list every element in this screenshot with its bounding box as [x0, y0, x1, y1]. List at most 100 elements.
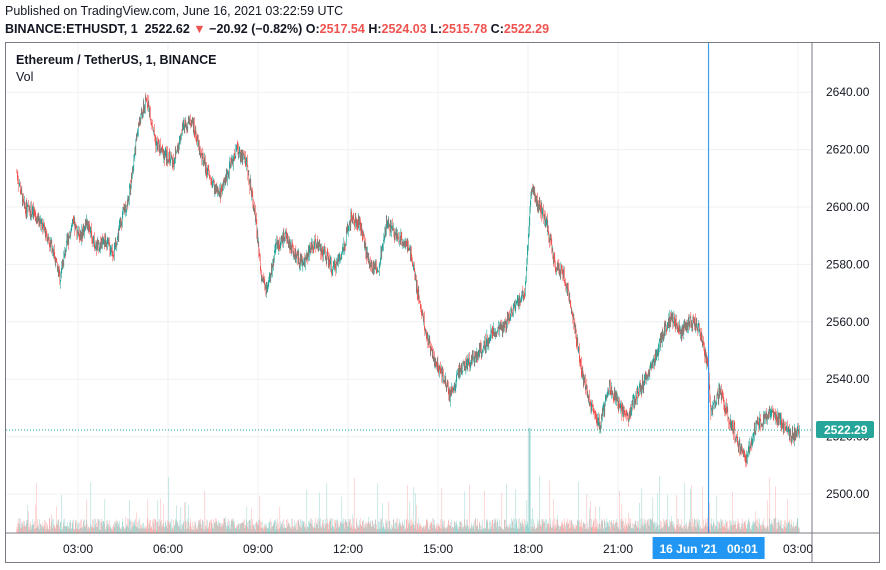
volume-bar	[377, 483, 379, 533]
candle-body	[465, 362, 466, 371]
volume-bar	[158, 520, 160, 533]
volume-bar	[453, 527, 454, 533]
candle-body	[586, 384, 587, 389]
volume-bar	[383, 522, 385, 533]
candle-body	[366, 248, 368, 258]
candle-body	[463, 362, 465, 365]
candle-body	[427, 334, 429, 342]
volume-bar	[364, 524, 365, 533]
candle-body	[436, 364, 438, 369]
volume-bar	[664, 520, 665, 533]
volume-bar	[574, 526, 576, 533]
volume-bar	[408, 520, 409, 533]
candle-body	[170, 157, 172, 161]
volume-bar	[275, 519, 277, 533]
candle-body	[81, 228, 83, 240]
volume-bar	[151, 526, 152, 533]
candle-body	[444, 381, 446, 383]
candle-body	[578, 350, 579, 352]
volume-bar	[667, 494, 668, 533]
volume-bar	[759, 524, 761, 533]
volume-bar	[508, 526, 510, 533]
candle-body	[144, 106, 146, 108]
volume-bar	[333, 525, 335, 533]
candle-body	[354, 224, 356, 227]
volume-bar	[265, 523, 266, 533]
candle-body	[171, 157, 173, 159]
candle-body	[339, 257, 340, 261]
volume-bar	[281, 523, 283, 533]
candle-body	[577, 340, 578, 345]
candle-body	[115, 243, 116, 248]
volume-bar	[50, 525, 52, 533]
candle-body	[308, 249, 309, 261]
volume-bar	[382, 528, 384, 533]
volume-bar	[548, 523, 549, 533]
candle-body	[696, 323, 697, 326]
candle-body	[205, 162, 207, 171]
candle-body	[618, 403, 619, 409]
volume-bar	[493, 529, 495, 533]
volume-bar	[91, 527, 93, 533]
candle-body	[486, 335, 488, 344]
candle-body	[654, 363, 656, 366]
candle-body	[691, 325, 692, 327]
volume-bar	[104, 498, 106, 533]
volume-bar	[623, 528, 625, 533]
candle-body	[155, 139, 157, 148]
candle-body	[391, 224, 393, 227]
volume-bar	[531, 526, 532, 533]
volume-bar	[84, 518, 86, 533]
volume-bar	[368, 521, 370, 533]
candle-body	[597, 418, 599, 423]
candle-body	[729, 422, 730, 424]
volume-bar	[463, 526, 465, 533]
volume-bar	[52, 518, 53, 533]
volume-bar	[644, 524, 646, 533]
candle-body	[27, 205, 29, 207]
candle-body	[652, 363, 654, 367]
candle-body	[363, 234, 365, 237]
chart-legend-volume: Vol	[16, 70, 34, 84]
candle-body	[624, 412, 626, 414]
volume-bar	[497, 518, 498, 533]
volume-bar	[723, 527, 724, 533]
volume-bar	[320, 518, 321, 533]
volume-bar	[488, 529, 490, 533]
volume-bar	[205, 524, 206, 533]
candle-body	[211, 180, 213, 186]
volume-bar	[499, 519, 500, 533]
volume-bar	[285, 527, 287, 533]
candle-body	[447, 384, 449, 387]
volume-bar	[730, 520, 731, 533]
volume-bar	[77, 528, 79, 533]
volume-bar	[56, 524, 58, 533]
volume-bar	[422, 527, 423, 533]
volume-bar	[390, 527, 391, 533]
candle-body	[312, 247, 313, 249]
candle-body	[723, 398, 725, 406]
volume-bar	[403, 524, 405, 533]
candle-body	[637, 389, 638, 400]
candle-body	[184, 125, 186, 128]
candle-body	[638, 388, 639, 394]
volume-bar	[673, 522, 674, 533]
candle-body	[794, 429, 795, 441]
candle-body	[672, 316, 673, 319]
candle-body	[462, 362, 464, 372]
candle-body	[40, 220, 42, 226]
volume-bar	[614, 523, 615, 533]
volume-bar	[633, 529, 635, 533]
candle-body	[21, 189, 23, 194]
candle-body	[332, 269, 333, 272]
volume-bar	[665, 520, 667, 533]
volume-bar	[578, 521, 580, 533]
volume-bar	[632, 522, 634, 533]
volume-bar	[60, 521, 62, 533]
candle-body	[767, 415, 768, 421]
volume-bar	[724, 526, 725, 533]
candle-body	[368, 258, 370, 263]
volume-bar	[747, 525, 749, 533]
candle-body	[247, 160, 248, 166]
